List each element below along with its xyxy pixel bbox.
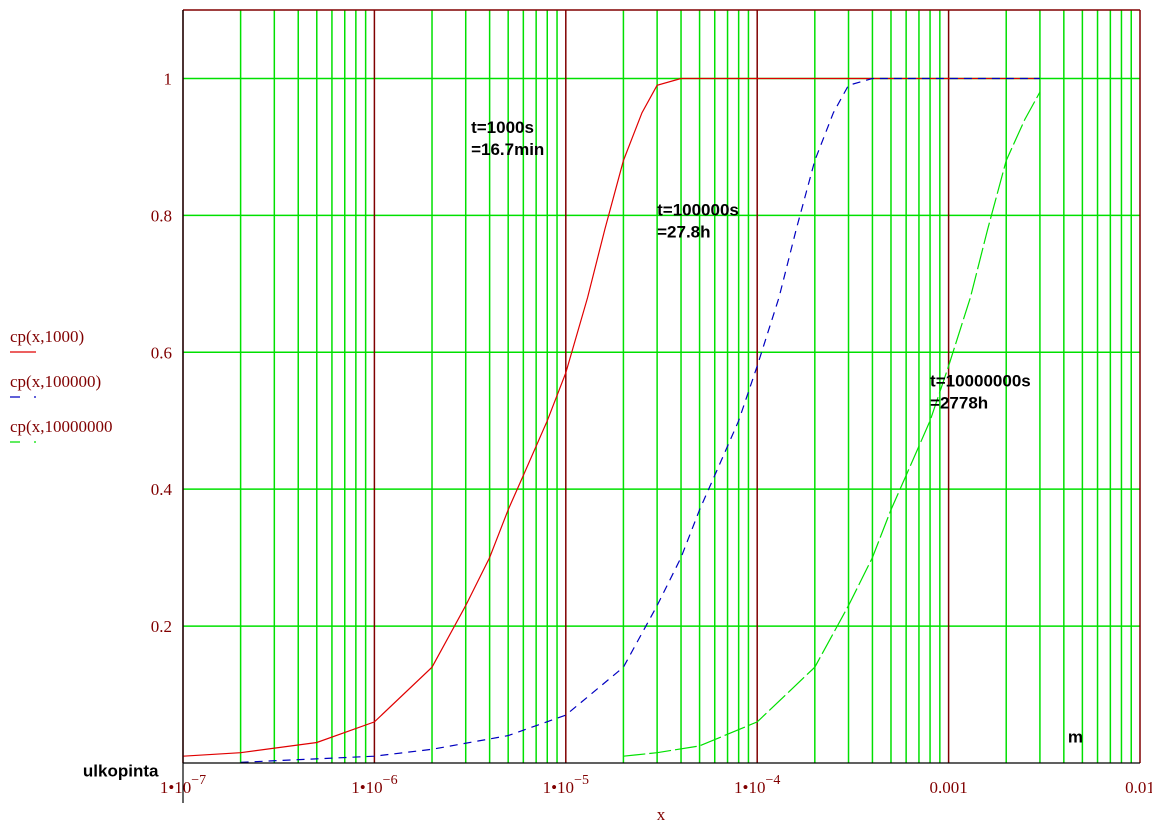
- plot-frame: [182, 9, 1140, 803]
- x-tick-label: 0.001: [929, 778, 967, 797]
- x-tick-exponent: −5: [574, 773, 589, 788]
- y-tick-label: 0.6: [151, 343, 172, 362]
- series-layer: [182, 77, 1041, 763]
- series-line-2: [240, 77, 1040, 763]
- y-tick-label: 0.8: [151, 206, 172, 225]
- y-axis-label-line-2: cp(x,100000): [10, 372, 101, 391]
- y-tick-label: 1: [164, 69, 173, 88]
- x-tick-exponent: −4: [765, 773, 780, 788]
- annotation-line: =2778h: [930, 394, 988, 413]
- annotation-5: m: [1068, 727, 1083, 746]
- series-line-1: [182, 77, 1040, 757]
- x-tick-exponent: −7: [191, 773, 206, 788]
- annotation-line: ulkopinta: [83, 762, 159, 781]
- x-tick-label: 0.01: [1125, 778, 1152, 797]
- annotations: t=1000s =16.7min t=100000s =27.8h t=10000000…: [83, 118, 1083, 780]
- axis-labels: x cp(x,1000) cp(x,100000) cp(x,10000000: [10, 327, 666, 824]
- annotation-4: ulkopinta: [83, 762, 159, 781]
- series-line-3: [623, 91, 1041, 757]
- y-tick-label: 0.2: [151, 617, 172, 636]
- annotation-1: t=1000s =16.7min: [471, 118, 544, 159]
- x-tick-exponent: −6: [383, 773, 398, 788]
- annotation-line: t=10000000s: [930, 372, 1031, 391]
- y-axis-label-line-3: cp(x,10000000: [10, 417, 112, 436]
- y-axis-label-line-1: cp(x,1000): [10, 327, 84, 346]
- y-tick-label: 0.4: [151, 480, 173, 499]
- annotation-2: t=100000s =27.8h: [657, 200, 739, 241]
- x-axis-label: x: [657, 805, 666, 824]
- x-tick-label: 1•10−4: [734, 773, 780, 797]
- annotation-line: m: [1068, 727, 1083, 746]
- x-tick-label: 1•10−5: [543, 773, 589, 797]
- annotation-line: t=100000s: [657, 200, 739, 219]
- annotation-3: t=10000000s =2778h: [930, 372, 1031, 413]
- annotation-line: t=1000s: [471, 118, 534, 137]
- annotation-line: =16.7min: [471, 140, 544, 159]
- annotation-line: =27.8h: [657, 222, 710, 241]
- x-tick-label: 1•10−6: [351, 773, 397, 797]
